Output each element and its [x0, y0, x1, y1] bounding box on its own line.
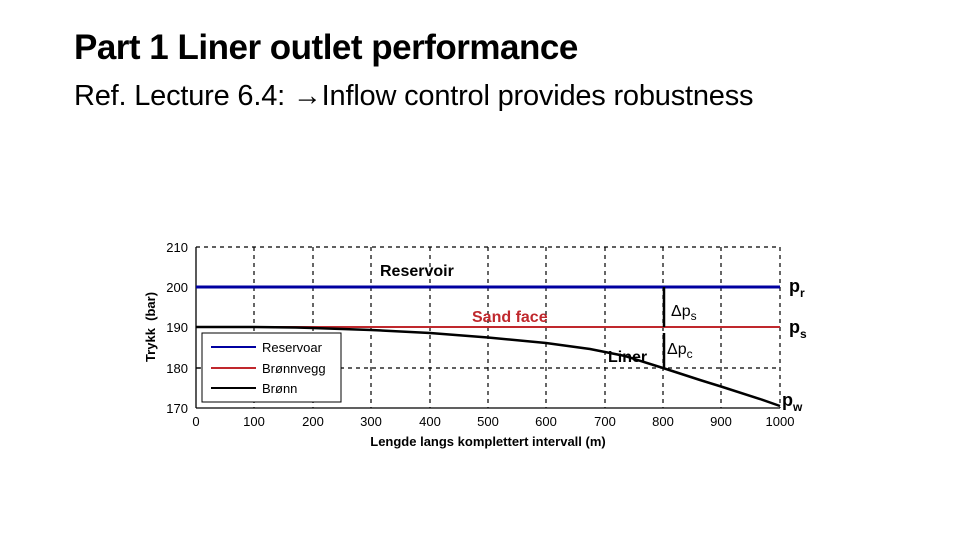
x-axis-label: Lengde langs komplettert intervall (m) — [370, 434, 606, 449]
legend: Reservoar Brønnvegg Brønn — [201, 332, 342, 403]
svg-text:700: 700 — [594, 414, 616, 429]
x-tick-labels: 0 100 200 300 400 500 600 700 800 900 10… — [192, 414, 794, 429]
svg-text:900: 900 — [710, 414, 732, 429]
svg-text:500: 500 — [477, 414, 499, 429]
svg-text:200: 200 — [166, 280, 188, 295]
series-bronn — [196, 325, 781, 408]
svg-text:210: 210 — [166, 240, 188, 255]
svg-text:180: 180 — [166, 361, 188, 376]
pw-annotation: pw — [782, 390, 803, 414]
delta-pc-annotation: Δpc — [667, 341, 693, 361]
subtitle-rest: Inflow control provides robustness — [321, 80, 754, 112]
delta-ps-annotation: Δps — [671, 303, 697, 323]
pr-annotation: pr — [789, 276, 805, 300]
svg-text:0: 0 — [192, 414, 199, 429]
legend-label-bronn: Brønn — [262, 381, 297, 396]
legend-label-reservoar: Reservoar — [262, 340, 323, 355]
y-axis-label: Trykk (bar) — [143, 292, 158, 362]
sandface-annotation: Sand face — [472, 309, 548, 326]
y-tick-labels: 210 200 190 180 170 — [166, 240, 188, 416]
slide-title: Part 1 Liner outlet performance — [74, 28, 578, 67]
subtitle-prefix: Ref. Lecture 6.4: — [74, 80, 293, 112]
svg-text:300: 300 — [360, 414, 382, 429]
svg-text:600: 600 — [535, 414, 557, 429]
ps-annotation: ps — [789, 317, 807, 341]
legend-label-bronnvegg: Brønnvegg — [262, 361, 326, 376]
svg-text:100: 100 — [243, 414, 265, 429]
svg-text:190: 190 — [166, 320, 188, 335]
arrow-right-icon: → — [292, 80, 322, 112]
svg-text:800: 800 — [652, 414, 674, 429]
liner-annotation: Liner — [608, 349, 647, 366]
svg-text:170: 170 — [166, 401, 188, 416]
svg-text:1000: 1000 — [766, 414, 795, 429]
slide-subtitle: Ref. Lecture 6.4: →Inflow control provid… — [74, 80, 754, 113]
reservoir-annotation: Reservoir — [380, 263, 454, 280]
svg-text:200: 200 — [302, 414, 324, 429]
svg-text:400: 400 — [419, 414, 441, 429]
